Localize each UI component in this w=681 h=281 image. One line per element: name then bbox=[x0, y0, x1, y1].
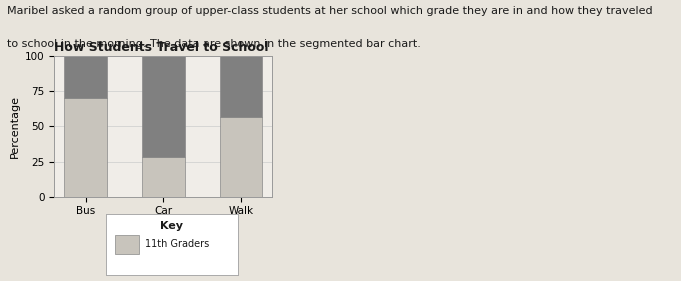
Text: Maribel asked a random group of upper-class students at her school which grade t: Maribel asked a random group of upper-cl… bbox=[7, 6, 652, 16]
Text: to school in the morning. The data are shown in the segmented bar chart.: to school in the morning. The data are s… bbox=[7, 39, 421, 49]
Bar bbox=[142, 56, 185, 157]
Y-axis label: Percentage: Percentage bbox=[10, 95, 20, 158]
Bar bbox=[115, 235, 139, 254]
Bar bbox=[220, 117, 262, 197]
Text: 11th Graders: 11th Graders bbox=[145, 239, 210, 250]
Bar bbox=[65, 56, 107, 98]
Bar bbox=[142, 157, 185, 197]
Text: How Students Travel to School: How Students Travel to School bbox=[54, 41, 269, 54]
Bar bbox=[65, 98, 107, 197]
X-axis label: Travel Method: Travel Method bbox=[119, 222, 208, 232]
Bar bbox=[220, 56, 262, 117]
Text: Key: Key bbox=[161, 221, 183, 231]
